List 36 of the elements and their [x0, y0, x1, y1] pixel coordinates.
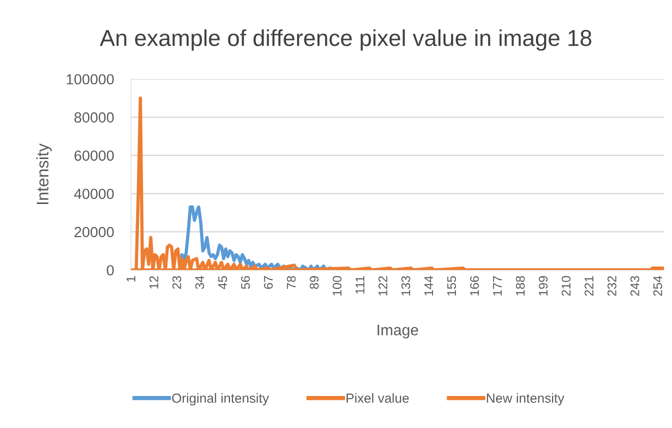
x-tick-label: 155 — [447, 276, 456, 296]
x-tick-label: 166 — [470, 276, 479, 296]
x-tick-label: 1 — [126, 276, 136, 282]
y-tick-label: 60000 — [74, 150, 114, 161]
x-tick-label: 199 — [538, 276, 548, 296]
y-tick-label: 20000 — [74, 226, 114, 238]
x-tick-label: 89 — [310, 276, 319, 289]
x-tick-label: 111 — [356, 276, 364, 294]
x-tick-label: 188 — [516, 276, 525, 296]
legend-label: New intensity — [486, 393, 564, 406]
x-tick-label: 221 — [584, 276, 594, 296]
x-tick-label: 45 — [218, 276, 228, 290]
y-tick-label: 80000 — [74, 112, 114, 123]
legend-label: Pixel value — [346, 393, 409, 403]
legend-label: Original intensity — [172, 393, 269, 406]
x-tick-label: 100 — [332, 276, 342, 296]
x-tick-label: 133 — [401, 276, 410, 296]
x-tick-label: 78 — [286, 276, 296, 289]
x-tick-label: 210 — [562, 276, 571, 296]
x-tick-label: 232 — [607, 276, 616, 296]
x-tick-label: 23 — [172, 276, 182, 289]
x-axis-title: Image — [378, 324, 418, 338]
y-axis-title: Intensity — [36, 143, 52, 204]
x-tick-label: 177 — [493, 276, 502, 296]
x-tick-label: 67 — [264, 276, 273, 289]
y-tick-label: 100000 — [66, 74, 114, 84]
x-tick-label: 34 — [195, 276, 204, 289]
x-tick-label: 144 — [424, 276, 434, 296]
x-tick-label: 56 — [241, 276, 250, 289]
chart-title: An example of difference pixel value in image 18 — [100, 29, 592, 51]
x-tick-label: 254 — [653, 276, 662, 296]
y-tick-label: 0 — [106, 265, 114, 276]
x-tick-label: 243 — [630, 276, 640, 296]
x-tick-label: 122 — [378, 276, 388, 296]
y-tick-label: 40000 — [74, 188, 114, 200]
x-tick-label: 12 — [149, 276, 158, 289]
